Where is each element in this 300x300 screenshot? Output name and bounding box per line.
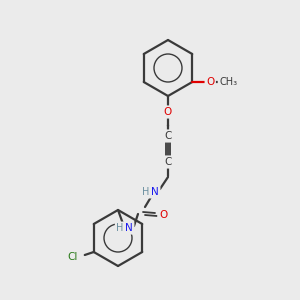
Text: H: H xyxy=(142,187,150,197)
Text: C: C xyxy=(164,157,172,167)
Text: C: C xyxy=(164,131,172,141)
Text: H: H xyxy=(116,223,124,233)
Text: N: N xyxy=(125,223,133,233)
Text: N: N xyxy=(151,187,159,197)
Text: CH₃: CH₃ xyxy=(219,77,237,87)
Text: Cl: Cl xyxy=(68,252,78,262)
Text: O: O xyxy=(164,107,172,117)
Text: O: O xyxy=(206,77,214,87)
Text: O: O xyxy=(159,210,167,220)
